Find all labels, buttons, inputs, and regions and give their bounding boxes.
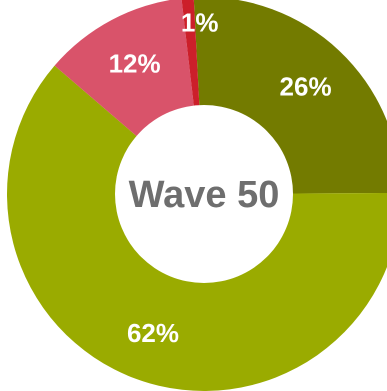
donut-slice-3 bbox=[181, 0, 204, 194]
slice-label-1: 62% bbox=[127, 318, 179, 348]
slice-label-0: 26% bbox=[280, 71, 332, 101]
donut-hole bbox=[115, 105, 293, 283]
slice-labels: 26% 62% 12% 1% bbox=[109, 8, 332, 348]
slice-label-2: 12% bbox=[109, 48, 161, 78]
center-label: Wave 50 bbox=[129, 174, 280, 216]
slice-label-3: 1% bbox=[181, 8, 219, 38]
